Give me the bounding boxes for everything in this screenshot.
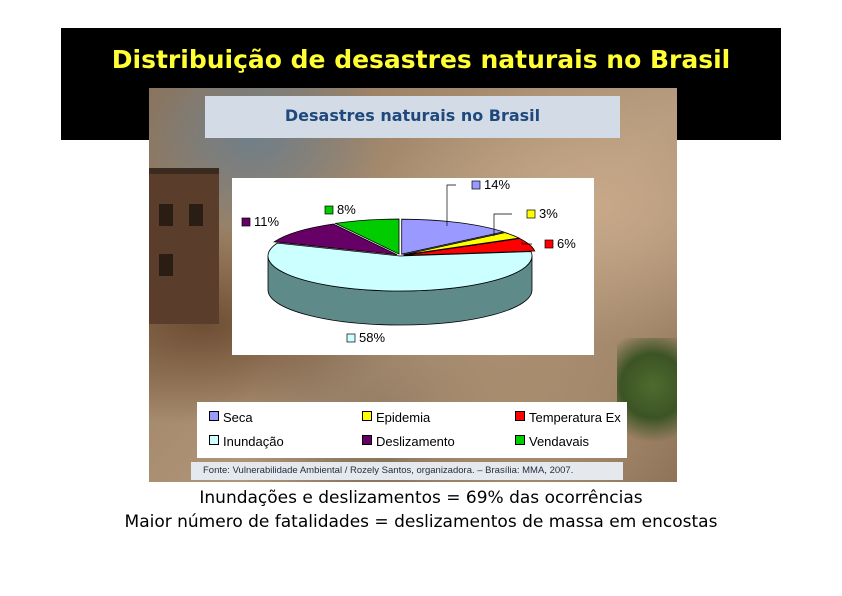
leader-line [521,242,532,245]
legend-swatch [209,411,219,421]
legend-label: Inundação [223,434,284,449]
data-label-deslizamento: 11% [254,214,279,229]
legend-label: Epidemia [376,410,431,425]
legend-item-deslizamento: Deslizamento [362,434,455,449]
pie-slice-temperatura-ex [403,238,536,256]
chart-legend: Seca Epidemia Temperatura Ex Inundação D… [197,402,627,458]
legend-swatch [362,411,372,421]
chart-heading-box: Desastres naturais no Brasil [205,96,620,138]
chart-title: Desastres naturais no Brasil [284,106,541,125]
data-label-vendavais: 8% [337,202,356,217]
data-label-swatch [324,205,334,215]
legend-item-vendavais: Vendavais [515,434,589,449]
legend-item-temperatura: Temperatura Ex [515,410,621,425]
data-label-epidemia: 3% [539,206,558,221]
pie-slice-epidemia [403,232,521,256]
data-label-swatch [346,333,356,343]
legend-item-inundacao: Inundação [209,434,284,449]
data-label-swatch [471,180,481,190]
data-label-temperatura-ex: 6% [557,236,576,251]
caption-line-2: Maior número de fatalidades = deslizamen… [124,512,718,532]
pie-slice-inunda-o [267,242,533,292]
house-ruins [149,168,219,324]
data-label-seca: 14% [484,178,510,192]
data-label-inunda-o: 58% [359,330,385,345]
legend-item-epidemia: Epidemia [362,410,430,425]
legend-swatch [209,435,219,445]
source-box: Fonte: Vulnerabilidade Ambiental / Rozel… [191,462,623,480]
pie-slice-deslizamento [273,223,398,256]
legend-swatch [362,435,372,445]
pie-slice-vendavais [334,218,400,255]
tree [617,338,677,458]
chart-source: Fonte: Vulnerabilidade Ambiental / Rozel… [203,465,574,476]
legend-label: Temperatura Ex [529,410,621,425]
legend-swatch [515,411,525,421]
data-label-swatch [241,217,251,227]
leader-line [493,213,512,236]
pie-chart: 14% 3% 6% 58% 11% 8% [241,178,576,345]
leader-line [446,184,456,226]
legend-label: Vendavais [529,434,589,449]
legend-label: Deslizamento [376,434,455,449]
legend-item-seca: Seca [209,410,253,425]
data-label-swatch [526,209,536,219]
caption-line-1: Inundações e deslizamentos = 69% das oco… [199,488,643,508]
legend-swatch [515,435,525,445]
chart-plot-area: 14% 3% 6% 58% 11% 8% [232,178,594,355]
pie-slice-seca [401,218,505,255]
data-label-swatch [544,239,554,249]
legend-label: Seca [223,410,253,425]
slide-title: Distribuição de desastres naturais no Br… [111,45,731,74]
